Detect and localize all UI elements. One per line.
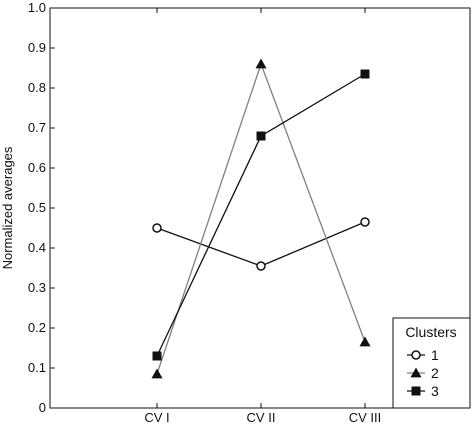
data-point (360, 69, 370, 79)
legend-label: 2 (431, 365, 439, 381)
y-axis-ticks: 0 0.1 0.2 0.3 0.4 0.5 0.6 0.7 0.8 0.9 1.0 (28, 0, 55, 415)
legend-marker (411, 386, 421, 396)
x-tick-label: CV III (349, 410, 382, 425)
series-2 (151, 58, 371, 379)
y-tick-label: 0.4 (28, 240, 46, 255)
legend-marker (411, 350, 421, 360)
data-point (255, 58, 267, 69)
series-layer (151, 58, 371, 379)
x-tick-label: CV I (144, 410, 169, 425)
y-tick-label: 0 (39, 400, 46, 415)
y-axis-title: Normalized averages (0, 146, 15, 269)
legend-label: 1 (431, 347, 439, 363)
y-tick-label: 0.9 (28, 40, 46, 55)
data-point (152, 223, 162, 233)
series-1 (152, 217, 370, 271)
y-tick-label: 0.7 (28, 120, 46, 135)
legend: Clusters 1 2 3 (392, 317, 471, 409)
x-axis-ticks: CV I CV II CV III (144, 8, 381, 425)
y-tick-label: 0.5 (28, 200, 46, 215)
y-tick-label: 0.1 (28, 360, 46, 375)
legend-marker (410, 367, 422, 378)
y-tick-label: 0.8 (28, 80, 46, 95)
data-point (359, 336, 371, 347)
y-tick-label: 0.3 (28, 280, 46, 295)
x-tick-label: CV II (247, 410, 276, 425)
data-point (152, 351, 162, 361)
y-tick-label: 0.6 (28, 160, 46, 175)
y-tick-label: 0.2 (28, 320, 46, 335)
legend-title: Clusters (405, 324, 456, 340)
legend-label: 3 (431, 383, 439, 399)
data-point (256, 261, 266, 271)
y-tick-label: 1.0 (28, 0, 46, 15)
data-point (151, 368, 163, 379)
legend-box (392, 317, 471, 409)
legend-items: 1 2 3 (407, 347, 439, 399)
data-point (256, 131, 266, 141)
series-3 (152, 69, 370, 361)
data-point (360, 217, 370, 227)
